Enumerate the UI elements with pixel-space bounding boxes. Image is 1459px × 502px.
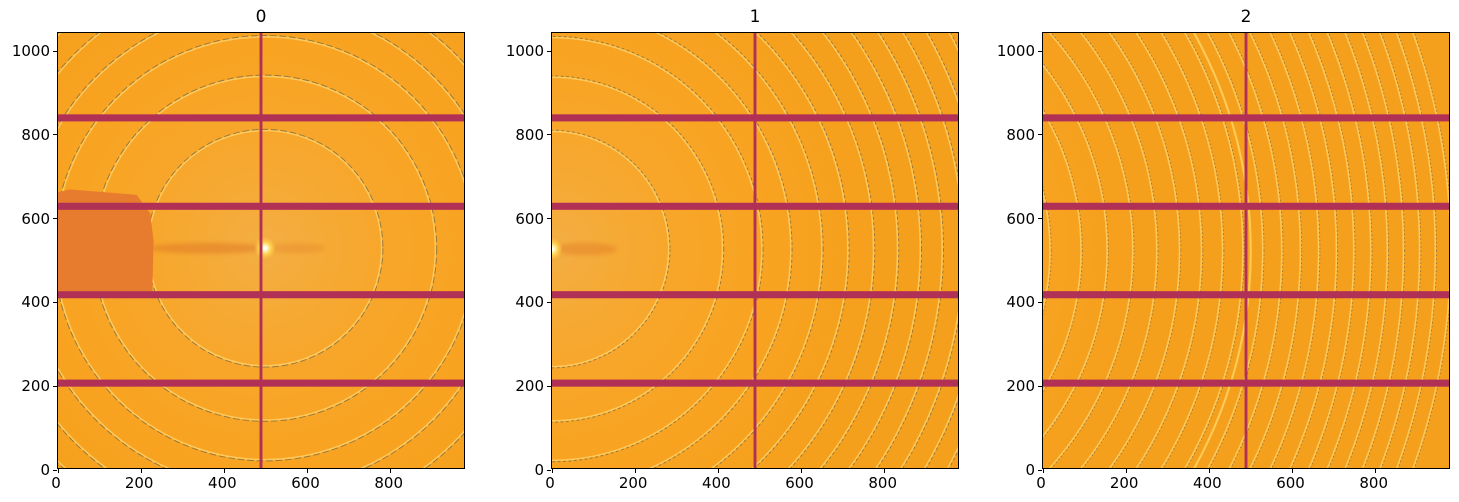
- y-tick-label: 0: [40, 461, 50, 479]
- x-tick-mark: [307, 469, 309, 473]
- x-tick-mark: [717, 469, 719, 473]
- x-tick-mark: [551, 469, 553, 473]
- y-tick-mark: [53, 50, 57, 52]
- y-tick-mark: [1038, 218, 1042, 220]
- subplot-0-plot-area: [58, 33, 464, 468]
- y-tick-label: 400: [1006, 293, 1035, 312]
- x-tick-mark: [1208, 469, 1210, 473]
- x-tick-label: 200: [618, 474, 648, 492]
- y-tick-label: 200: [1006, 377, 1035, 396]
- y-tick-label: 600: [515, 209, 544, 228]
- x-tick-label: 200: [1109, 474, 1139, 492]
- y-tick-mark: [1038, 301, 1042, 303]
- y-tick-mark: [547, 301, 551, 303]
- y-tick-label: 400: [21, 293, 50, 312]
- x-tick-mark: [140, 469, 142, 473]
- x-tick-label: 0: [545, 474, 555, 492]
- y-tick-label: 600: [21, 209, 50, 228]
- y-tick-mark: [547, 50, 551, 52]
- x-tick-label: 400: [702, 474, 731, 492]
- y-tick-mark: [53, 385, 57, 387]
- x-tick-label: 800: [1359, 474, 1389, 492]
- x-tick-mark: [57, 469, 59, 473]
- subplot-2-plot-area: [1043, 33, 1449, 468]
- y-tick-mark: [53, 218, 57, 220]
- y-tick-label: 0: [1025, 461, 1035, 479]
- y-tick-label: 200: [515, 377, 544, 396]
- y-tick-mark: [1038, 469, 1042, 471]
- y-tick-label: 1000: [505, 42, 544, 61]
- y-tick-label: 600: [1006, 209, 1035, 228]
- y-tick-mark: [547, 385, 551, 387]
- subplot-0-title: 0: [255, 7, 267, 27]
- x-tick-mark: [1042, 469, 1044, 473]
- y-tick-label: 1000: [996, 42, 1035, 61]
- x-tick-mark: [634, 469, 636, 473]
- y-tick-mark: [1038, 50, 1042, 52]
- detector-image-2: [1043, 33, 1449, 468]
- x-tick-label: 600: [785, 474, 814, 492]
- detector-image-1: [552, 33, 958, 468]
- y-tick-label: 800: [21, 125, 50, 144]
- x-tick-mark: [223, 469, 225, 473]
- subplot-1-plot-area: [552, 33, 958, 468]
- y-tick-mark: [53, 301, 57, 303]
- x-tick-label: 800: [868, 474, 898, 492]
- x-tick-mark: [390, 469, 392, 473]
- y-tick-label: 800: [515, 125, 544, 144]
- y-tick-label: 200: [21, 377, 50, 396]
- x-tick-mark: [1125, 469, 1127, 473]
- y-tick-label: 800: [1006, 125, 1035, 144]
- y-tick-mark: [1038, 385, 1042, 387]
- x-tick-mark: [801, 469, 803, 473]
- y-tick-mark: [53, 469, 57, 471]
- y-tick-label: 1000: [11, 42, 50, 61]
- y-tick-mark: [547, 134, 551, 136]
- x-tick-label: 600: [1276, 474, 1305, 492]
- subplot-1: 1 0 200 400 600 800 0 200 400 600 800 1000: [506, 7, 959, 492]
- y-tick-label: 0: [534, 461, 544, 479]
- x-tick-mark: [1375, 469, 1377, 473]
- x-tick-label: 800: [374, 474, 404, 492]
- x-tick-mark: [884, 469, 886, 473]
- x-tick-mark: [1292, 469, 1294, 473]
- y-tick-mark: [1038, 134, 1042, 136]
- x-tick-label: 0: [51, 474, 61, 492]
- y-tick-mark: [547, 469, 551, 471]
- subplot-0: 0 0 200 400 600 800 0 200 400 600 800 1000: [12, 7, 465, 492]
- detector-image-0: [58, 33, 464, 468]
- y-tick-mark: [53, 134, 57, 136]
- x-tick-label: 400: [1193, 474, 1222, 492]
- subplot-2: 2 0 200 400 600 800 0 200 400 600 800 1000: [997, 7, 1450, 492]
- subplot-2-title: 2: [1240, 7, 1252, 27]
- x-tick-label: 400: [208, 474, 237, 492]
- subplot-1-title: 1: [749, 7, 761, 27]
- x-tick-label: 0: [1036, 474, 1046, 492]
- x-tick-label: 200: [124, 474, 154, 492]
- y-tick-mark: [547, 218, 551, 220]
- y-tick-label: 400: [515, 293, 544, 312]
- x-tick-label: 600: [291, 474, 320, 492]
